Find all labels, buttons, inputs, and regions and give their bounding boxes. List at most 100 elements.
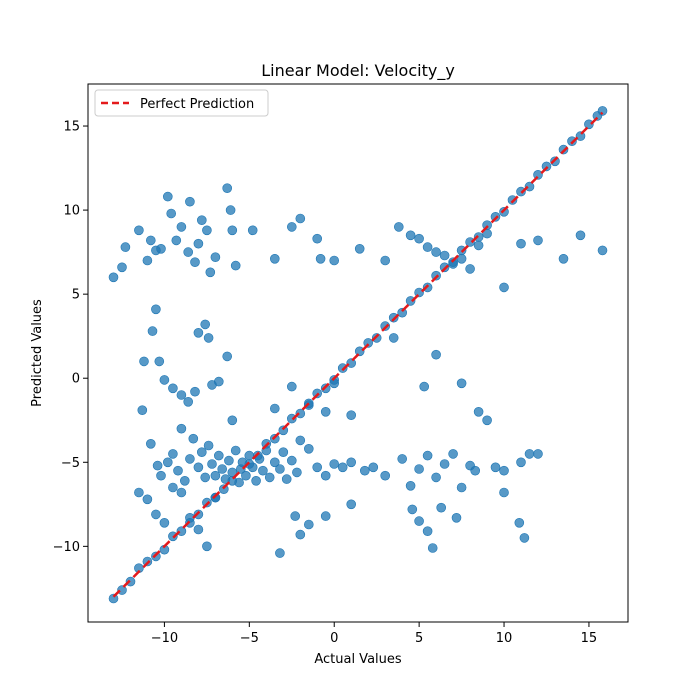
- data-point: [203, 440, 214, 451]
- data-point: [558, 253, 569, 264]
- data-point: [251, 475, 261, 486]
- data-point: [264, 472, 275, 483]
- legend: Perfect Prediction: [94, 89, 269, 117]
- data-point: [456, 378, 467, 389]
- data-point: [224, 455, 234, 466]
- data-point: [227, 467, 238, 478]
- data-point: [431, 247, 441, 257]
- data-point: [168, 383, 178, 394]
- data-point: [154, 356, 165, 367]
- data-point: [439, 250, 450, 261]
- data-point: [214, 376, 224, 387]
- data-point: [278, 447, 289, 458]
- data-point: [217, 464, 227, 474]
- data-point: [159, 517, 170, 528]
- data-point: [456, 482, 467, 493]
- y-axis: −10 −5 0 5 10 15: [53, 120, 88, 555]
- data-point: [407, 504, 418, 515]
- data-point: [414, 233, 424, 244]
- data-point: [193, 462, 204, 473]
- data-point: [222, 183, 232, 193]
- x-axis: −10 −5 0 5 10 15: [151, 622, 597, 646]
- data-point: [519, 533, 530, 543]
- data-point: [176, 390, 187, 400]
- chart-title: Linear Model: Velocity_y: [261, 61, 455, 81]
- data-point: [168, 449, 178, 459]
- data-point: [295, 213, 306, 224]
- data-point: [146, 438, 156, 449]
- data-point: [419, 381, 430, 392]
- data-point: [207, 459, 217, 469]
- data-point: [237, 457, 248, 468]
- data-point: [359, 465, 370, 476]
- data-point: [193, 327, 204, 338]
- data-point: [482, 228, 492, 239]
- y-axis-label: Predicted Values: [30, 299, 45, 407]
- data-point: [156, 244, 166, 254]
- data-point: [516, 238, 526, 249]
- data-point: [197, 215, 207, 225]
- data-point: [533, 235, 543, 246]
- data-point: [269, 253, 280, 264]
- data-point: [183, 396, 193, 407]
- data-point: [173, 465, 183, 476]
- data-point: [171, 235, 182, 246]
- x-tick-label: 10: [496, 631, 513, 646]
- data-point: [147, 326, 158, 336]
- data-point: [269, 403, 280, 414]
- data-point: [247, 462, 258, 473]
- data-point: [185, 454, 195, 464]
- data-point: [354, 244, 365, 254]
- data-point: [422, 526, 433, 537]
- data-point: [281, 474, 292, 484]
- data-point: [514, 517, 525, 528]
- data-point: [422, 450, 433, 461]
- data-point: [190, 257, 200, 268]
- data-point: [202, 225, 212, 236]
- data-point: [202, 541, 212, 552]
- data-point: [137, 405, 148, 416]
- data-point: [254, 454, 265, 464]
- data-point: [227, 225, 238, 236]
- data-point: [190, 386, 200, 397]
- data-point: [465, 264, 475, 274]
- data-point: [427, 543, 438, 553]
- data-point: [183, 247, 193, 257]
- data-point: [205, 267, 216, 278]
- data-point: [214, 450, 224, 461]
- data-point: [180, 475, 190, 486]
- data-point: [329, 378, 340, 389]
- data-point: [320, 470, 331, 481]
- y-tick-label: −5: [61, 456, 80, 471]
- x-tick-label: 0: [330, 631, 338, 646]
- data-point: [303, 443, 314, 454]
- y-tick-label: 5: [72, 288, 80, 303]
- data-point: [329, 459, 340, 469]
- data-point: [431, 349, 441, 360]
- data-point: [108, 272, 119, 283]
- data-point: [286, 222, 297, 232]
- data-point: [151, 509, 161, 520]
- data-point: [380, 470, 391, 481]
- data-point: [247, 225, 258, 236]
- data-point: [380, 255, 391, 266]
- data-point: [312, 233, 323, 244]
- data-point: [275, 548, 285, 558]
- data-point: [499, 465, 509, 476]
- data-point: [163, 191, 173, 202]
- data-point: [405, 480, 416, 491]
- data-point: [303, 519, 314, 530]
- data-point: [436, 502, 447, 513]
- data-point: [159, 375, 170, 385]
- data-point: [163, 457, 173, 468]
- data-point: [244, 450, 255, 461]
- data-point: [368, 462, 379, 473]
- data-point: [290, 511, 301, 521]
- data-point: [117, 262, 127, 273]
- reference-line-layer: [112, 111, 604, 598]
- data-point: [575, 230, 586, 241]
- data-point: [275, 464, 285, 474]
- y-tick-label: 0: [72, 372, 80, 387]
- data-point: [156, 470, 166, 481]
